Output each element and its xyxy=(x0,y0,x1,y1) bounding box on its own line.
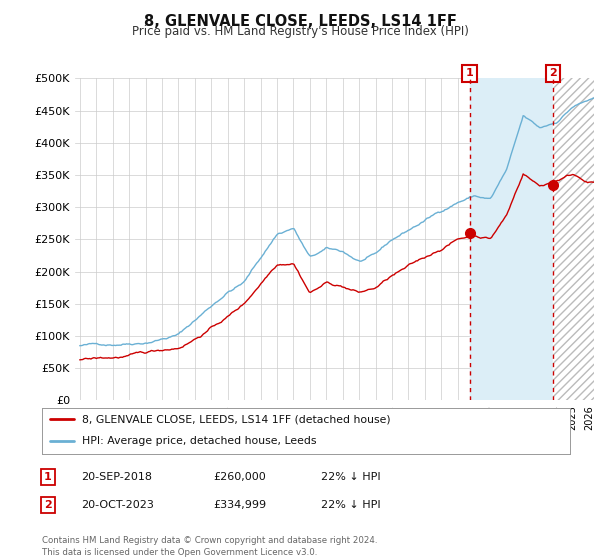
Text: 2: 2 xyxy=(44,500,52,510)
Text: 22% ↓ HPI: 22% ↓ HPI xyxy=(321,472,380,482)
Bar xyxy=(470,78,553,400)
Text: 20-OCT-2023: 20-OCT-2023 xyxy=(81,500,154,510)
Text: 22% ↓ HPI: 22% ↓ HPI xyxy=(321,500,380,510)
Text: HPI: Average price, detached house, Leeds: HPI: Average price, detached house, Leed… xyxy=(82,436,316,446)
Bar xyxy=(553,78,597,400)
Text: 8, GLENVALE CLOSE, LEEDS, LS14 1FF: 8, GLENVALE CLOSE, LEEDS, LS14 1FF xyxy=(143,14,457,29)
Text: 1: 1 xyxy=(44,472,52,482)
Text: 8, GLENVALE CLOSE, LEEDS, LS14 1FF (detached house): 8, GLENVALE CLOSE, LEEDS, LS14 1FF (deta… xyxy=(82,414,390,424)
Text: 1: 1 xyxy=(466,68,473,78)
Text: Contains HM Land Registry data © Crown copyright and database right 2024.
This d: Contains HM Land Registry data © Crown c… xyxy=(42,536,377,557)
Text: 20-SEP-2018: 20-SEP-2018 xyxy=(81,472,152,482)
Text: Price paid vs. HM Land Registry's House Price Index (HPI): Price paid vs. HM Land Registry's House … xyxy=(131,25,469,38)
Bar xyxy=(553,78,597,400)
Text: £260,000: £260,000 xyxy=(213,472,266,482)
Text: £334,999: £334,999 xyxy=(213,500,266,510)
Text: 2: 2 xyxy=(549,68,557,78)
